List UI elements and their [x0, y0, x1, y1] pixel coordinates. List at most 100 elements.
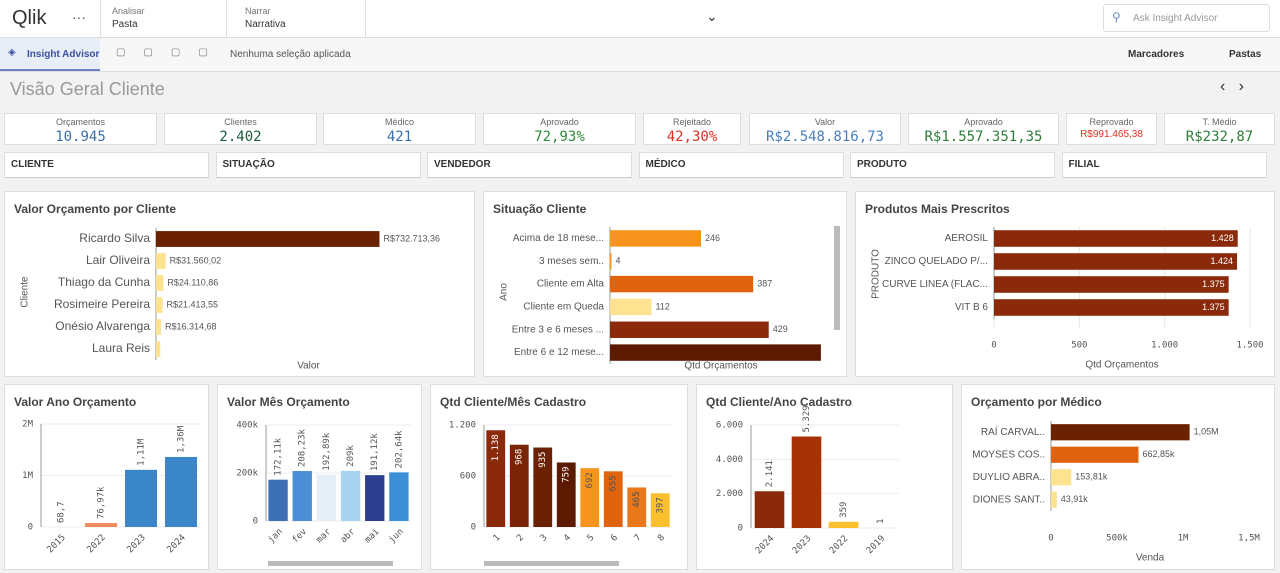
top-bar: Qlik ··· Analisar Pasta Narrar Narrativa… [0, 0, 1280, 38]
bar [994, 299, 1229, 316]
toolbar: Insight Advisor ◈ ▢▢▢▢ Nenhuma seleção a… [0, 38, 1280, 72]
x-tick-label: 3 [539, 533, 550, 544]
value-label: 397 [656, 497, 666, 513]
filter[interactable]: VENDEDOR [427, 152, 632, 178]
y-tick-label: 2.000 [716, 489, 743, 499]
chart: Ricardo Silva R$732.713,36 Lair Oliveira R$… [20, 228, 440, 372]
kpi-label: Orçamentos [55, 117, 106, 127]
x-tick-label: abr [339, 526, 358, 545]
kpi-value: 72,93% [534, 129, 585, 145]
x-tick-label: 6 [609, 533, 620, 544]
bar [610, 253, 612, 270]
insight-button[interactable]: Insight Advisor ◈ [0, 38, 100, 71]
search-icon: ⚲ [1112, 10, 1121, 24]
kpi-label: Aprovado [540, 117, 579, 127]
filter[interactable]: MÉDICO [638, 152, 844, 178]
bar [828, 521, 859, 528]
value-label: 202,64k [394, 430, 404, 469]
y-tick-label: 400k [236, 421, 258, 431]
chevron[interactable]: ⌄ [706, 8, 718, 24]
sheet-nav[interactable]: ‹ › [1220, 78, 1244, 95]
filter[interactable]: SITUAÇÃO [215, 152, 421, 178]
bar [994, 253, 1238, 270]
scrollbar [268, 561, 393, 566]
value-label: R$732.713,36 [383, 233, 440, 243]
value-label: R$21.413,55 [167, 299, 219, 309]
nav-tab[interactable]: Narrar Narrativa [234, 0, 366, 37]
value-label: 1.138 [491, 434, 501, 461]
chart-panel: Produtos Mais Prescritos 0 500 1.000 1.500 AE… [855, 191, 1275, 377]
chart-panel: Qtd Cliente/Ano Cadastro 0 2.000 4.000 6.000… [696, 384, 953, 570]
chart-title: Valor Mês Orçamento [227, 395, 350, 409]
bar [610, 275, 754, 293]
chart-panel: Valor Orçamento por Cliente Ricardo Silva… [4, 191, 475, 377]
value-label: 191,12k [370, 433, 380, 472]
kpi: Orçamentos 10.945 [4, 113, 157, 145]
bar [365, 475, 385, 521]
x-axis-label: Qtd Orçamentos [684, 361, 757, 372]
x-tick-label: mar [315, 526, 334, 545]
y-tick-label: Acima de 18 mese... [513, 233, 604, 244]
bar [754, 491, 785, 528]
y-tick-label: 4.000 [716, 455, 743, 465]
bar [156, 231, 380, 247]
y-tick-label: CURVE LINEA (FLAC... [882, 279, 988, 290]
y-tick-label: 1.200 [449, 421, 476, 431]
value-label: 759 [562, 466, 572, 482]
nav-tab[interactable]: Analisar Pasta [100, 0, 227, 37]
chart-title: Orçamento por Médico [971, 395, 1102, 409]
search-box[interactable]: ⚲ Ask Insight Advisor [1103, 4, 1270, 32]
x-tick-label: 2022 [85, 533, 107, 555]
value-label: R$16.314,68 [165, 321, 217, 331]
chart: 0 600 1.200 1 1.138 2 968 3 935 4 759 5 692 6 655 7 465 8… [449, 421, 672, 566]
value-label: 1 [876, 519, 886, 524]
y-tick-label: Cliente em Queda [523, 302, 604, 313]
value-label: 2.141 [765, 460, 775, 487]
value-label: 359 [839, 502, 849, 518]
y-tick-label: DIONES SANT.. [973, 494, 1045, 505]
bar [1051, 491, 1057, 508]
y-tick-label: 0 [28, 523, 33, 533]
value-label: 4 [615, 256, 620, 266]
y-tick-label: RAÍ CARVAL.. [981, 425, 1045, 438]
bookmarks[interactable]: Marcadores [1128, 49, 1185, 60]
value-label: 172,11k [274, 437, 284, 476]
insight-label: Insight Advisor [27, 49, 100, 60]
x-tick-label: 2024 [754, 534, 776, 556]
y-tick-label: Onésio Alvarenga [55, 319, 150, 333]
bar [1051, 446, 1139, 463]
kpi-label: Médico [384, 117, 414, 127]
bar [1051, 424, 1190, 441]
x-tick-label: 2023 [125, 533, 147, 555]
kpi-value: 2.402 [219, 129, 262, 145]
y-tick-label: 0 [471, 523, 476, 533]
insight-icon: ◈ [8, 47, 16, 58]
filter[interactable]: CLIENTE [4, 152, 209, 178]
value-label: 209k [346, 445, 356, 467]
search-placeholder: Ask Insight Advisor [1133, 13, 1218, 24]
chart-panel: Situação Cliente Acima de 18 mese... 246 3 … [483, 191, 847, 377]
value-label: 1.375 [1202, 302, 1225, 312]
x-axis-label: Venda [1136, 553, 1165, 564]
x-axis-label: Valor [297, 361, 320, 372]
x-tick-label: 1,5M [1238, 534, 1260, 544]
menu[interactable]: ··· [72, 9, 86, 25]
selection-icons[interactable]: ▢▢▢▢ [116, 47, 226, 58]
sheets[interactable]: Pastas [1229, 49, 1262, 60]
filter[interactable]: PRODUTO [850, 152, 1055, 178]
bar [994, 230, 1238, 247]
bar [486, 430, 506, 527]
x-axis-label: Qtd Orçamentos [1085, 360, 1158, 371]
nav-value: Pasta [112, 19, 138, 30]
selection-text: Nenhuma seleção aplicada [230, 49, 351, 60]
filter[interactable]: FILIAL [1061, 152, 1267, 178]
chart: Acima de 18 mese... 246 3 meses sem.. 4 Clie… [499, 226, 840, 372]
chart-title: Valor Ano Orçamento [14, 395, 137, 409]
bar [627, 487, 647, 527]
chart: 0 200k 400k jan 172,11k fev 208,23k mar 192,89k a… [236, 421, 411, 566]
y-axis-label: Cliente [20, 276, 31, 308]
nav-label: Analisar [112, 6, 145, 16]
value-label: R$31.560,02 [170, 255, 222, 265]
y-tick-label: AEROSIL [945, 233, 989, 244]
